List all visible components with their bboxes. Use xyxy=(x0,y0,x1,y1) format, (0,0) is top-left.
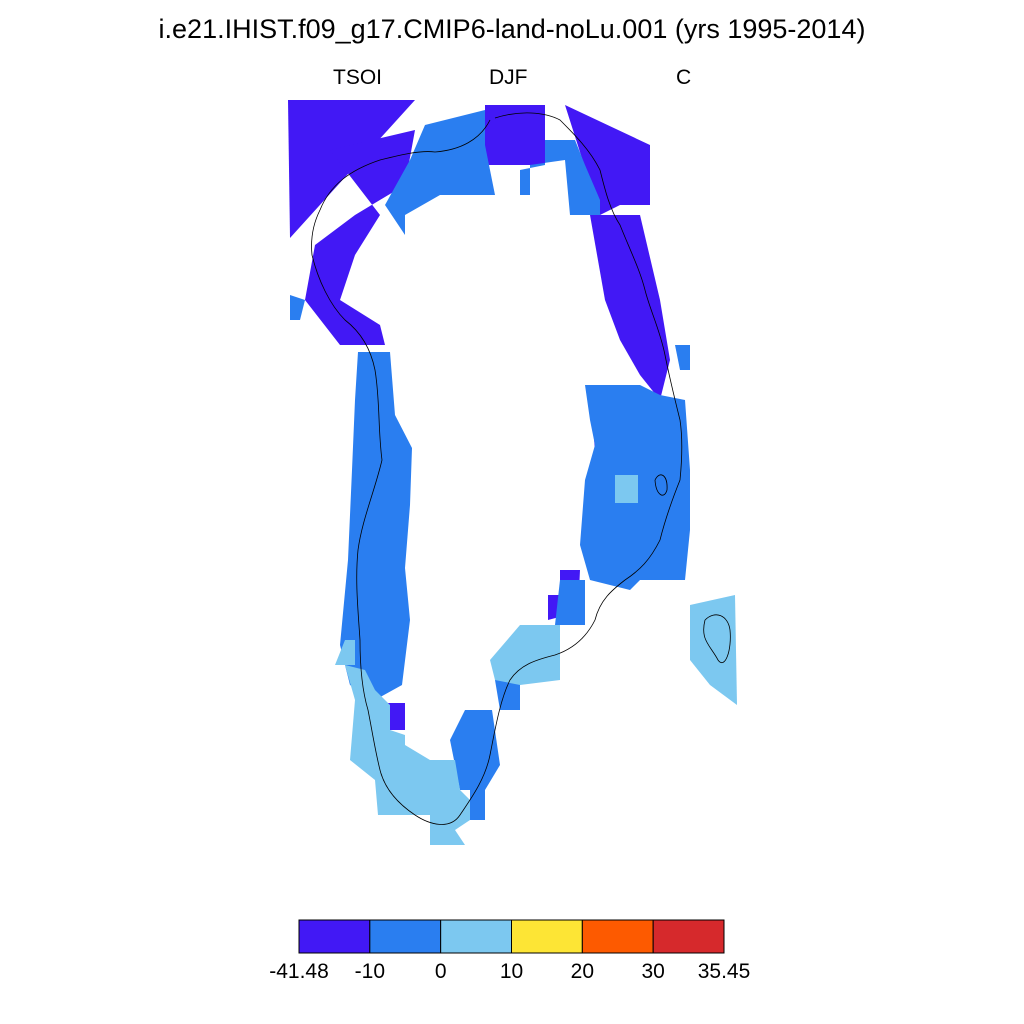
map-cell xyxy=(470,790,485,820)
colorbar-bin xyxy=(652,919,725,954)
map-cell xyxy=(490,625,560,685)
map-cell xyxy=(305,130,415,345)
map-cell xyxy=(290,295,305,320)
cells-below-minus10 xyxy=(288,100,670,730)
colorbar-tick-label: 0 xyxy=(434,960,447,983)
colorbar xyxy=(298,919,725,954)
colorbar-bin xyxy=(369,919,442,954)
map-cell xyxy=(388,703,405,730)
colorbar-tick-label: 30 xyxy=(641,960,665,983)
map-cell xyxy=(590,215,670,400)
map-cell xyxy=(335,640,355,665)
map-cell xyxy=(690,595,737,705)
colorbar-tick-label: -10 xyxy=(354,960,386,983)
colorbar-bin xyxy=(440,919,512,954)
units-label: C xyxy=(676,66,692,89)
colorbar-bin xyxy=(581,919,654,954)
colorbar-tick-label: 35.45 xyxy=(697,960,751,983)
map-cell xyxy=(565,105,650,215)
map-cell xyxy=(385,110,495,235)
map-cell xyxy=(450,710,500,790)
colorbar-tick-label: 20 xyxy=(570,960,595,983)
colorbar-tick-label: -41.48 xyxy=(269,960,329,983)
season-label: DJF xyxy=(489,66,528,89)
map-cell xyxy=(485,105,545,165)
colorbar-bin xyxy=(511,919,583,954)
map-cell xyxy=(555,580,585,625)
colorbar-bin xyxy=(298,919,371,954)
map-title: i.e21.IHIST.f09_g17.CMIP6-land-noLu.001 … xyxy=(158,14,866,44)
map-cell xyxy=(520,140,600,215)
variable-label: TSOI xyxy=(333,66,383,89)
cells-0-to-10 xyxy=(335,475,737,845)
map-cell xyxy=(345,665,470,845)
map-cell xyxy=(675,345,690,370)
coastline xyxy=(311,112,731,825)
map-cell xyxy=(615,475,638,503)
colorbar-tick-label: 10 xyxy=(499,960,524,983)
